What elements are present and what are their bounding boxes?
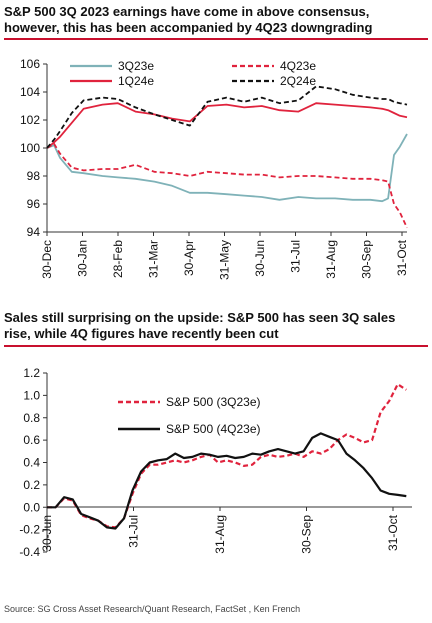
x-tick-label: 30-Sep bbox=[300, 515, 314, 554]
y-tick-label: -0.4 bbox=[19, 545, 40, 559]
y-tick-label: 1.2 bbox=[23, 366, 40, 380]
y-tick-label: 0.4 bbox=[23, 456, 40, 470]
legend-label-2: 4Q23e bbox=[280, 59, 316, 73]
legend-label-4: 2Q24e bbox=[280, 74, 316, 88]
legend-label-1: S&P 500 (3Q23e) bbox=[166, 395, 261, 409]
chart-1-title-line-1: S&P 500 3Q 2023 earnings have come in ab… bbox=[4, 4, 370, 19]
y-tick-label: 106 bbox=[20, 57, 40, 71]
chart-1-title: S&P 500 3Q 2023 earnings have come in ab… bbox=[4, 4, 428, 36]
y-tick-label: 1.0 bbox=[23, 388, 40, 402]
x-tick-label: 31-Oct bbox=[395, 239, 409, 276]
y-tick-label: 0.8 bbox=[23, 411, 40, 425]
legend-label-1: 3Q23e bbox=[118, 59, 154, 73]
chart-2-title: Sales still surprising on the upside: S&… bbox=[4, 310, 428, 342]
x-tick-label: 30-Jun bbox=[253, 240, 267, 277]
series-line-3 bbox=[46, 102, 408, 149]
series-line-4 bbox=[46, 85, 408, 149]
x-tick-label: 31-Aug bbox=[213, 515, 227, 554]
x-tick-label: 31-Jul bbox=[127, 515, 141, 548]
x-tick-label: 30-Sep bbox=[360, 240, 374, 279]
series-line-2 bbox=[46, 142, 408, 229]
y-tick-label: 100 bbox=[20, 141, 40, 155]
source-note: Source: SG Cross Asset Research/Quant Re… bbox=[4, 604, 301, 614]
y-tick-label: 98 bbox=[27, 169, 41, 183]
legend-label-2: S&P 500 (4Q23e) bbox=[166, 422, 261, 436]
chart-2: -0.4 -0.2 0.0 0.2 0.4 0.6 0.8 1.0 1.2 30-Jun 31-Ju… bbox=[19, 366, 412, 559]
series-line-1 bbox=[46, 133, 408, 203]
x-tick-label: 31-May bbox=[218, 240, 232, 280]
y-tick-label: -0.2 bbox=[19, 523, 40, 537]
y-tick-label: 0.6 bbox=[23, 433, 40, 447]
chart-1: 94 96 98 100 102 104 106 30-Dec 30-Jan 28-Feb 31-M… bbox=[20, 57, 409, 280]
x-tick-label: 31-Jul bbox=[289, 240, 303, 273]
title-divider bbox=[4, 345, 428, 347]
y-tick-label: 0.2 bbox=[23, 478, 40, 492]
x-tick-label: 30-Dec bbox=[40, 240, 54, 279]
y-tick-label: 102 bbox=[20, 113, 40, 127]
x-tick-label: 30-Apr bbox=[182, 240, 196, 276]
chart-2-title-line-2: rise, while 4Q figures have recently bee… bbox=[4, 326, 279, 341]
x-tick-label: 30-Jun bbox=[40, 515, 54, 552]
chart-2-title-line-1: Sales still surprising on the upside: S&… bbox=[4, 310, 396, 325]
y-tick-label: 104 bbox=[20, 85, 40, 99]
x-tick-label: 31-Aug bbox=[324, 240, 338, 279]
y-tick-label: 94 bbox=[27, 225, 41, 239]
x-tick-label: 31-Oct bbox=[386, 514, 400, 551]
y-tick-label: 0.0 bbox=[23, 500, 40, 514]
y-tick-label: 96 bbox=[27, 197, 41, 211]
title-divider bbox=[4, 38, 428, 40]
x-tick-label: 28-Feb bbox=[111, 240, 125, 278]
series-line-2 bbox=[47, 432, 407, 530]
chart-1-title-line-2: however, this has been accompanied by 4Q… bbox=[4, 20, 373, 35]
x-tick-label: 30-Jan bbox=[76, 240, 90, 277]
legend-label-3: 1Q24e bbox=[118, 74, 154, 88]
x-tick-label: 31-Mar bbox=[147, 240, 161, 278]
